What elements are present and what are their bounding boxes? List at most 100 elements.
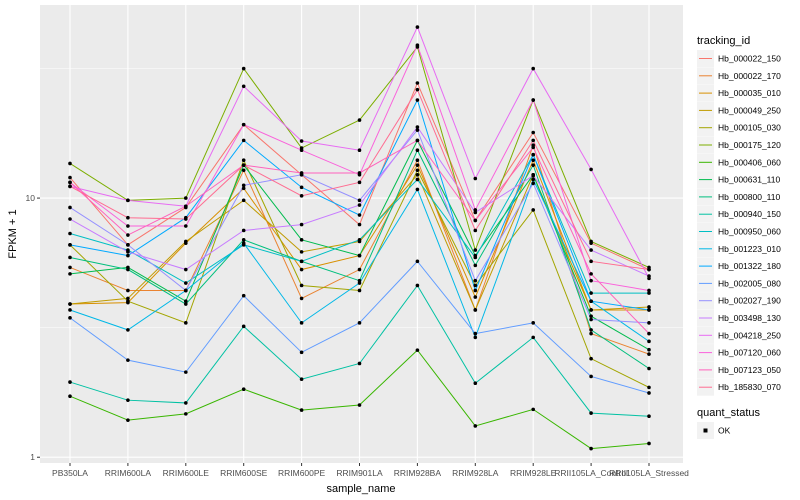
- data-point: [647, 276, 651, 281]
- data-point: [473, 308, 478, 312]
- data-point: [184, 204, 188, 209]
- data-point: [68, 184, 72, 189]
- data-point: [473, 176, 478, 181]
- data-point: [589, 248, 593, 252]
- data-point: [415, 187, 420, 192]
- y-tick-label: 1: [30, 452, 35, 462]
- data-point: [241, 198, 246, 203]
- data-point: [473, 331, 478, 336]
- data-point: [241, 228, 246, 233]
- data-point: [647, 352, 651, 356]
- x-tick-label: PB350LA: [52, 468, 88, 478]
- data-point: [589, 259, 593, 264]
- data-point: [473, 248, 478, 252]
- data-point: [299, 238, 304, 242]
- data-point: [531, 181, 535, 186]
- data-point: [184, 401, 188, 405]
- data-point: [68, 308, 72, 312]
- data-point: [357, 203, 362, 207]
- data-point: [68, 161, 72, 166]
- data-point: [126, 250, 130, 254]
- data-point: [241, 241, 246, 245]
- data-point: [299, 148, 304, 153]
- data-point: [184, 267, 188, 272]
- data-point: [241, 186, 246, 191]
- data-point: [415, 158, 420, 163]
- legend-label: Hb_007123_050: [718, 365, 781, 375]
- data-point: [647, 385, 651, 390]
- data-point: [68, 265, 72, 270]
- data-point: [299, 377, 304, 382]
- data-point: [589, 314, 593, 319]
- x-tick-label: RRIM600SE: [220, 468, 268, 478]
- data-point: [473, 263, 478, 268]
- data-point: [357, 321, 362, 325]
- data-point: [647, 441, 651, 446]
- data-point: [357, 281, 362, 285]
- data-point: [68, 272, 72, 276]
- data-point: [473, 381, 478, 386]
- data-point: [531, 335, 535, 340]
- data-point: [68, 231, 72, 236]
- grid: [40, 5, 683, 463]
- legend-label: Hb_004218_250: [718, 330, 781, 340]
- data-point: [126, 253, 130, 258]
- data-point: [357, 222, 362, 227]
- data-point: [68, 255, 72, 260]
- data-point: [415, 125, 420, 129]
- data-point: [589, 308, 593, 312]
- legend-label: Hb_002027_190: [718, 296, 781, 306]
- data-point: [415, 43, 420, 47]
- data-point: [126, 296, 130, 301]
- x-tick-label: RRIM928LA: [452, 468, 499, 478]
- data-point: [68, 302, 72, 306]
- data-point: [184, 217, 188, 221]
- x-tick-label: RRIM600PE: [278, 468, 326, 478]
- data-point: [241, 183, 246, 188]
- data-point: [299, 185, 304, 190]
- data-point: [415, 172, 420, 177]
- data-point: [241, 138, 246, 143]
- x-tick-label: RRIM928BA: [394, 468, 442, 478]
- data-point: [241, 324, 246, 329]
- data-point: [415, 148, 420, 153]
- legend-label: Hb_000022_170: [718, 71, 781, 81]
- data-point: [415, 168, 420, 173]
- data-point: [647, 414, 651, 418]
- data-point: [647, 331, 651, 336]
- data-point: [357, 118, 362, 122]
- data-point: [299, 321, 304, 325]
- data-point: [415, 138, 420, 143]
- data-point: [241, 122, 246, 127]
- data-point: [126, 267, 130, 272]
- data-point: [299, 350, 304, 355]
- data-point: [415, 177, 420, 182]
- x-tick-label: RRIM600LE: [163, 468, 210, 478]
- data-point: [473, 228, 478, 233]
- data-point: [184, 321, 188, 325]
- data-point: [589, 446, 593, 451]
- data-point: [589, 317, 593, 322]
- x-axis-title: sample_name: [326, 483, 395, 495]
- data-point: [241, 293, 246, 298]
- data-point: [473, 335, 478, 340]
- data-point: [299, 222, 304, 227]
- legend-label: Hb_000940_150: [718, 209, 781, 219]
- data-point: [357, 361, 362, 366]
- data-point: [473, 218, 478, 223]
- data-point: [241, 163, 246, 167]
- data-point: [531, 130, 535, 135]
- data-point: [589, 331, 593, 336]
- legend-label: Hb_000035_010: [718, 88, 781, 98]
- point-legend-title: quant_status: [697, 407, 760, 419]
- data-point: [68, 316, 72, 320]
- data-point: [126, 215, 130, 220]
- data-point: [647, 391, 651, 395]
- data-point: [531, 66, 535, 71]
- data-point: [415, 81, 420, 85]
- data-point: [126, 198, 130, 203]
- data-point: [473, 295, 478, 299]
- legend-label: Hb_000049_250: [718, 105, 781, 115]
- data-point: [299, 267, 304, 272]
